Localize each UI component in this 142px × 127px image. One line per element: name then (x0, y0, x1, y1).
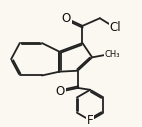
Text: O: O (56, 85, 65, 98)
Text: F: F (87, 114, 94, 127)
Text: CH₃: CH₃ (105, 50, 120, 59)
Text: Cl: Cl (109, 21, 121, 34)
Text: O: O (61, 12, 71, 25)
